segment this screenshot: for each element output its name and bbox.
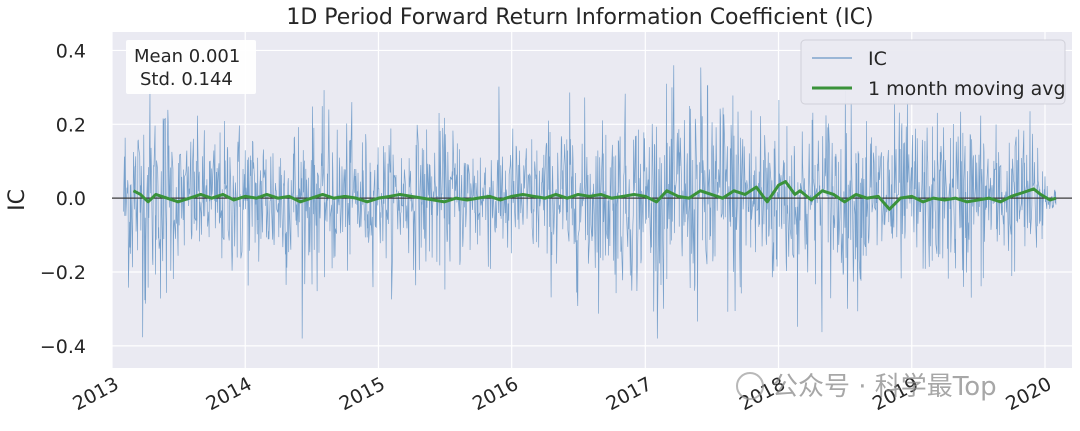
y-tick-label: −0.2 [40,262,86,284]
wechat-icon [736,372,764,400]
stats-mean: Mean 0.001 [134,46,240,67]
y-tick-label: 0.0 [56,188,86,210]
ic-series [122,65,1057,339]
y-tick-label: 0.4 [56,40,86,62]
stats-std: Std. 0.144 [140,69,233,90]
chart-title: 1D Period Forward Return Information Coe… [286,5,873,30]
stats-box-bg [126,40,256,94]
x-tick-label: 2017 [603,373,656,415]
x-tick-label: 2020 [1002,373,1055,415]
legend-label-ic: IC [868,48,887,70]
watermark-text: 公众号 · 科学最Top [772,372,997,402]
stats-box: Mean 0.001 Std. 0.144 [126,40,256,94]
y-axis-label: IC [5,189,30,211]
legend-box [800,39,1066,105]
x-tick-label: 2013 [69,373,122,415]
watermark: 公众号 · 科学最Top [736,372,997,402]
y-tick-label: 0.2 [56,114,86,136]
y-tick-labels: −0.4 −0.2 0.0 0.2 0.4 [40,40,86,357]
moving-average-series [132,180,1057,211]
legend-label-moving-avg: 1 month moving avg [868,78,1066,100]
y-tick-label: −0.4 [40,336,86,358]
x-tick-label: 2016 [469,373,522,415]
x-tick-label: 2015 [336,373,389,415]
moving-avg-line [132,180,1057,211]
legend: IC 1 month moving avg [800,39,1066,105]
ic-line [122,65,1057,339]
x-tick-label: 2014 [203,373,256,415]
